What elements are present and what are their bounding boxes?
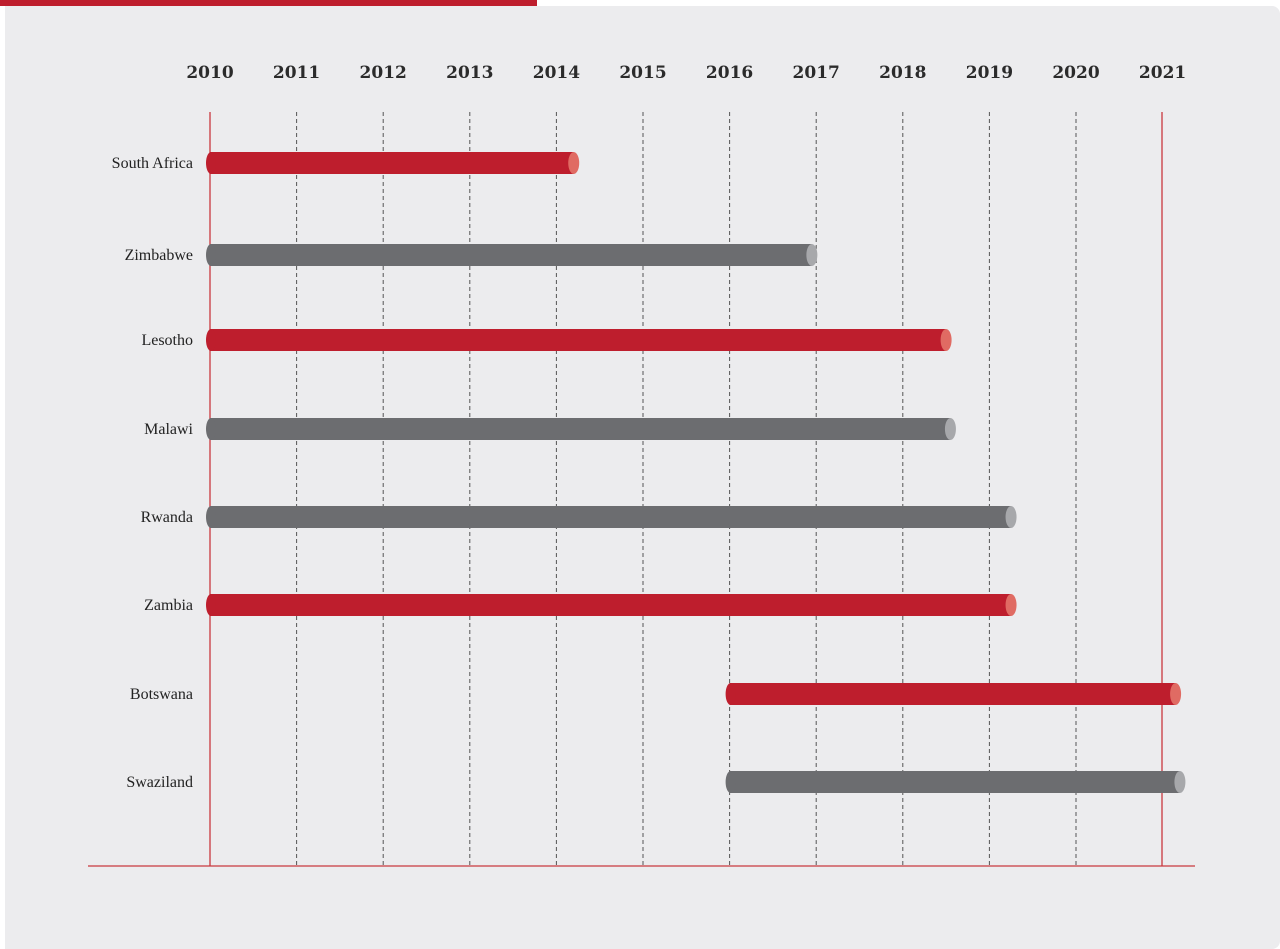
top-accent-bar <box>0 0 537 6</box>
x-tick-label-2017: 2017 <box>793 63 840 83</box>
x-tick-label-2010: 2010 <box>186 63 233 83</box>
category-label-lesotho: Lesotho <box>141 332 193 349</box>
category-label-zimbabwe: Zimbabwe <box>125 247 193 264</box>
bar-start-cap-rwanda <box>206 506 216 528</box>
bar-end-cap-zambia <box>1005 594 1017 616</box>
x-tick-label-2015: 2015 <box>619 63 666 83</box>
bar-start-cap-lesotho <box>206 329 216 351</box>
x-tick-label-2012: 2012 <box>360 63 407 83</box>
bar-start-cap-swaziland <box>725 771 736 793</box>
bar-end-cap-malawi <box>944 418 956 440</box>
x-tick-label-2013: 2013 <box>446 63 493 83</box>
bar-end-cap-zimbabwe <box>806 244 818 266</box>
category-label-south-africa: South Africa <box>112 155 193 172</box>
x-tick-label-2020: 2020 <box>1052 63 1099 83</box>
bar-end-cap-lesotho <box>940 329 952 351</box>
x-tick-label-2019: 2019 <box>966 63 1013 83</box>
bar-end-cap-swaziland <box>1174 771 1186 793</box>
bar-end-cap-botswana <box>1170 683 1182 705</box>
x-tick-label-2014: 2014 <box>533 63 580 83</box>
bar-start-cap-south-africa <box>206 152 216 174</box>
bar-swaziland <box>729 771 1180 793</box>
bar-zambia <box>210 594 1012 616</box>
bar-rwanda <box>210 506 1012 528</box>
category-label-zambia: Zambia <box>144 597 193 614</box>
x-tick-label-2018: 2018 <box>879 63 926 83</box>
bar-start-cap-malawi <box>206 418 216 440</box>
bar-lesotho <box>210 329 947 351</box>
x-tick-label-2021: 2021 <box>1139 63 1186 83</box>
bar-end-cap-rwanda <box>1005 506 1017 528</box>
bar-botswana <box>729 683 1176 705</box>
bar-south-africa <box>210 152 574 174</box>
x-tick-label-2016: 2016 <box>706 63 753 83</box>
category-label-rwanda: Rwanda <box>141 509 193 526</box>
bar-start-cap-botswana <box>725 683 736 705</box>
bar-start-cap-zimbabwe <box>206 244 216 266</box>
bar-start-cap-zambia <box>206 594 216 616</box>
category-label-malawi: Malawi <box>144 421 193 438</box>
category-label-swaziland: Swaziland <box>126 774 193 791</box>
bar-malawi <box>210 418 951 440</box>
bar-end-cap-south-africa <box>568 152 580 174</box>
category-label-botswana: Botswana <box>130 686 193 703</box>
x-tick-label-2011: 2011 <box>273 63 320 83</box>
bar-zimbabwe <box>210 244 812 266</box>
